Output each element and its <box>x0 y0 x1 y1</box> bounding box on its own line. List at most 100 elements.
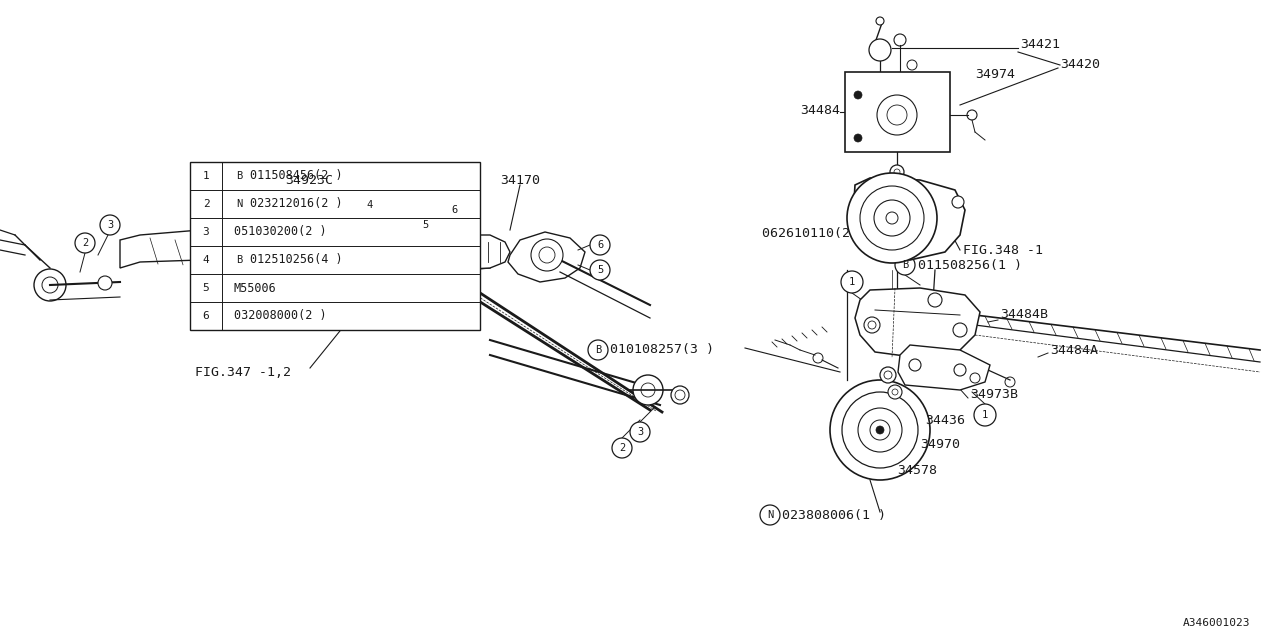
Polygon shape <box>330 220 435 262</box>
Text: 6: 6 <box>202 311 210 321</box>
Text: B: B <box>902 260 908 270</box>
Circle shape <box>634 375 663 405</box>
Text: 34436: 34436 <box>925 413 965 426</box>
Circle shape <box>358 194 381 216</box>
Text: 34484: 34484 <box>800 104 840 116</box>
Text: 023808006(1 ): 023808006(1 ) <box>782 509 886 522</box>
Circle shape <box>841 271 863 293</box>
Text: FIG.348 -1: FIG.348 -1 <box>963 243 1043 257</box>
Circle shape <box>230 167 248 185</box>
Text: 34974: 34974 <box>975 68 1015 81</box>
Text: 34578: 34578 <box>897 463 937 477</box>
Polygon shape <box>451 235 509 269</box>
Text: N: N <box>236 199 242 209</box>
Circle shape <box>590 235 611 255</box>
Circle shape <box>876 426 884 434</box>
Circle shape <box>890 165 904 179</box>
Circle shape <box>671 386 689 404</box>
Circle shape <box>829 380 931 480</box>
Text: 1: 1 <box>849 277 855 287</box>
Polygon shape <box>855 288 980 358</box>
Circle shape <box>195 221 218 243</box>
Circle shape <box>974 404 996 426</box>
Text: 011508256(1 ): 011508256(1 ) <box>918 259 1021 271</box>
Circle shape <box>876 17 884 25</box>
Text: 6: 6 <box>452 205 458 215</box>
Circle shape <box>588 340 608 360</box>
Text: 5: 5 <box>202 283 210 293</box>
Circle shape <box>364 220 403 260</box>
Circle shape <box>954 364 966 376</box>
Text: 34484A: 34484A <box>1050 344 1098 356</box>
Circle shape <box>854 134 861 142</box>
Text: 34923C: 34923C <box>285 173 333 186</box>
Circle shape <box>303 230 317 244</box>
Circle shape <box>230 251 248 269</box>
Circle shape <box>195 193 218 215</box>
Text: FIG.347 -1,2: FIG.347 -1,2 <box>195 365 291 378</box>
Text: B: B <box>595 345 602 355</box>
Text: 4: 4 <box>202 255 210 265</box>
Circle shape <box>195 305 218 327</box>
Circle shape <box>881 367 896 383</box>
Circle shape <box>195 277 218 299</box>
Circle shape <box>612 438 632 458</box>
Text: B: B <box>236 255 242 265</box>
Text: 023212016(2 ): 023212016(2 ) <box>250 198 343 211</box>
Bar <box>845 72 950 152</box>
Circle shape <box>864 317 881 333</box>
Text: 032008000(2 ): 032008000(2 ) <box>234 310 326 323</box>
Text: 34970: 34970 <box>920 438 960 451</box>
Circle shape <box>195 249 218 271</box>
Circle shape <box>928 293 942 307</box>
Text: 4: 4 <box>367 200 374 210</box>
Circle shape <box>888 385 902 399</box>
Circle shape <box>415 215 435 235</box>
Text: 6: 6 <box>596 240 603 250</box>
Circle shape <box>854 91 861 99</box>
Circle shape <box>230 195 248 213</box>
Circle shape <box>895 255 915 275</box>
Circle shape <box>630 422 650 442</box>
Circle shape <box>531 239 563 271</box>
Text: 34484B: 34484B <box>1000 308 1048 321</box>
Circle shape <box>320 208 330 218</box>
Circle shape <box>760 505 780 525</box>
Text: 012510256(4 ): 012510256(4 ) <box>250 253 343 266</box>
Text: 1: 1 <box>982 410 988 420</box>
Circle shape <box>908 60 916 70</box>
Text: 5: 5 <box>422 220 428 230</box>
Circle shape <box>590 260 611 280</box>
Text: B: B <box>236 171 242 181</box>
Polygon shape <box>899 345 989 390</box>
Circle shape <box>99 276 113 290</box>
Circle shape <box>445 200 465 220</box>
Text: 34420: 34420 <box>1060 58 1100 72</box>
Circle shape <box>100 215 120 235</box>
Circle shape <box>970 373 980 383</box>
Text: 2: 2 <box>82 238 88 248</box>
Text: 051030200(2 ): 051030200(2 ) <box>234 225 326 239</box>
Circle shape <box>909 359 922 371</box>
Circle shape <box>847 173 937 263</box>
Text: 2: 2 <box>202 199 210 209</box>
Text: M55006: M55006 <box>234 282 276 294</box>
Text: 34973B: 34973B <box>970 388 1018 401</box>
Circle shape <box>954 323 966 337</box>
Polygon shape <box>852 178 965 260</box>
Text: 010108257(3 ): 010108257(3 ) <box>611 344 714 356</box>
Text: N: N <box>767 510 773 520</box>
Circle shape <box>952 196 964 208</box>
Text: A346001023: A346001023 <box>1183 618 1251 628</box>
Circle shape <box>195 165 218 187</box>
Text: 011508456(2 ): 011508456(2 ) <box>250 170 343 182</box>
Text: 3: 3 <box>637 427 643 437</box>
Text: 34421: 34421 <box>1020 38 1060 51</box>
Text: 1: 1 <box>202 171 210 181</box>
Text: 3: 3 <box>202 227 210 237</box>
Polygon shape <box>120 230 490 272</box>
Circle shape <box>877 95 916 135</box>
Text: 5: 5 <box>596 265 603 275</box>
Text: 3: 3 <box>106 220 113 230</box>
Circle shape <box>35 269 67 301</box>
